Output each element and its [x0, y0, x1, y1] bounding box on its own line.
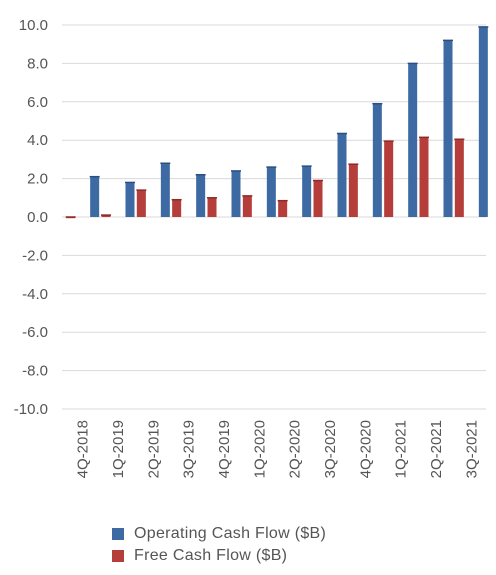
bar-free-cash-flow — [419, 137, 429, 217]
bar-operating-cash-flow — [478, 26, 488, 218]
bar-operating-cash-flow — [266, 167, 276, 217]
y-axis-ticks: 10.0 8.0 6.0 4.0 2.0 0.0 -2.0 -4.0 -6.0 -8.0 -10.0 — [14, 17, 48, 418]
x-tick-label: 3Q-2021 — [463, 420, 480, 478]
bar-free-cash-flow — [278, 200, 288, 217]
y-tick-label: -6.0 — [22, 324, 48, 341]
legend-label-operating: Operating Cash Flow ($B) — [134, 525, 327, 542]
y-tick-label: 8.0 — [27, 55, 48, 72]
bar-free-cash-flow — [136, 190, 146, 217]
y-tick-label: 2.0 — [27, 171, 48, 188]
x-tick-label: 4Q-2018 — [75, 420, 92, 478]
y-tick-label: 0.0 — [27, 209, 48, 226]
bar-free-cash-flow — [242, 195, 252, 217]
bar-operating-cash-flow — [90, 176, 100, 217]
bar-free-cash-flow — [348, 164, 358, 217]
bar-free-cash-flow — [384, 141, 394, 217]
y-tick-label: 6.0 — [27, 94, 48, 111]
legend: Operating Cash Flow ($B) Free Cash Flow … — [112, 523, 326, 567]
x-axis-ticks: 4Q-2018 1Q-2019 2Q-2019 3Q-2019 4Q-2019 1Q-20… — [75, 420, 481, 478]
bar-free-cash-flow — [207, 197, 217, 217]
bar-operating-cash-flow — [443, 40, 453, 217]
legend-swatch-free — [112, 550, 124, 562]
x-tick-label: 2Q-2020 — [287, 420, 304, 478]
x-tick-label: 3Q-2019 — [181, 420, 198, 478]
bar-free-cash-flow — [172, 199, 182, 217]
x-tick-label: 1Q-2021 — [393, 420, 410, 478]
legend-item-operating: Operating Cash Flow ($B) — [112, 523, 326, 545]
bar-free-cash-flow — [454, 139, 464, 217]
y-tick-label: -8.0 — [22, 363, 48, 380]
y-tick-label: -10.0 — [14, 401, 48, 418]
bar-operating-cash-flow — [302, 166, 312, 217]
x-tick-label: 4Q-2019 — [216, 420, 233, 478]
bar-operating-cash-flow — [337, 133, 347, 217]
x-tick-label: 2Q-2021 — [428, 420, 445, 478]
y-tick-label: -2.0 — [22, 247, 48, 264]
x-tick-label: 4Q-2020 — [357, 420, 374, 478]
legend-swatch-operating — [112, 528, 124, 540]
x-tick-label: 1Q-2019 — [110, 420, 127, 478]
y-tick-label: 4.0 — [27, 132, 48, 149]
bar-operating-cash-flow — [372, 103, 382, 217]
y-tick-label: 10.0 — [19, 17, 48, 34]
bars — [65, 26, 489, 219]
bar-operating-cash-flow — [160, 163, 170, 217]
legend-item-free: Free Cash Flow ($B) — [112, 545, 326, 567]
bar-operating-cash-flow — [196, 174, 206, 217]
bar-free-cash-flow — [101, 215, 111, 217]
legend-label-free: Free Cash Flow ($B) — [134, 547, 288, 564]
x-tick-label: 1Q-2020 — [251, 420, 268, 478]
bar-free-cash-flow — [313, 180, 323, 217]
bar-operating-cash-flow — [125, 182, 135, 217]
x-tick-label: 2Q-2019 — [145, 420, 162, 478]
y-tick-label: -4.0 — [22, 286, 48, 303]
x-tick-label: 3Q-2020 — [322, 420, 339, 478]
bar-operating-cash-flow — [408, 63, 418, 218]
bar-operating-cash-flow — [231, 170, 241, 217]
